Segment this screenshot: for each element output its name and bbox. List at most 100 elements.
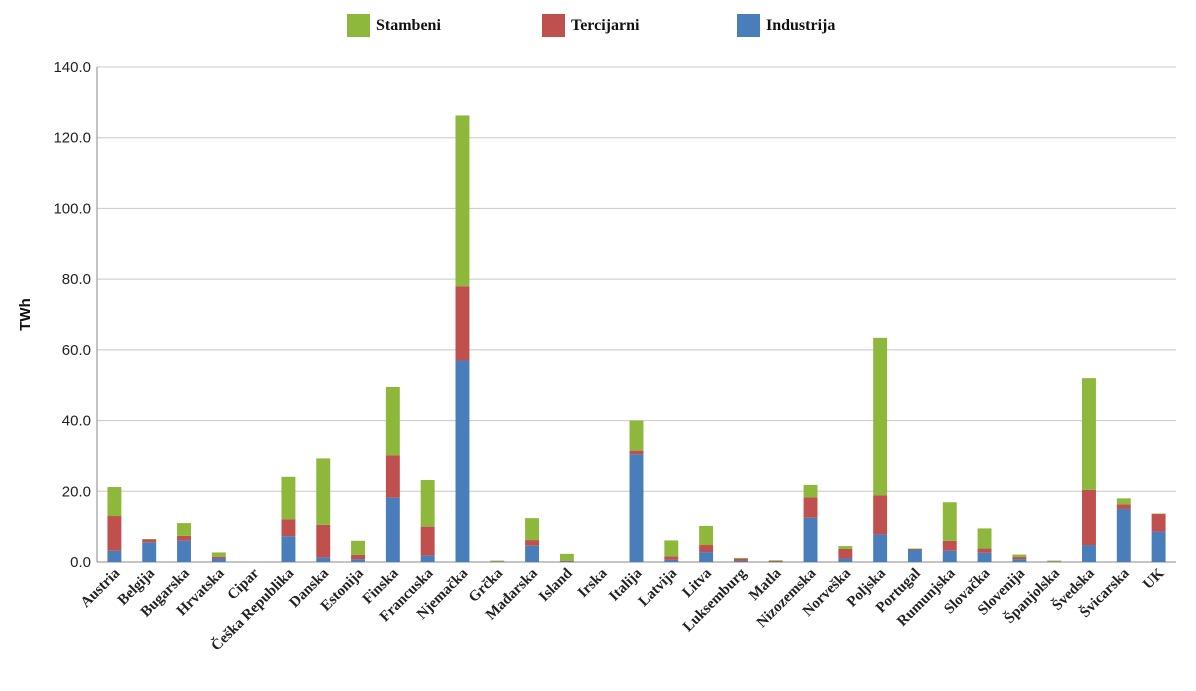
bar-segment-tercijarni [664,556,679,560]
legend-item-stambeni: Stambeni [347,14,441,37]
bar-segment-tercijarni [1116,504,1131,509]
y-tick-label: 80.0 [62,271,91,288]
bar-segment-tercijarni [907,548,922,550]
bar-segment-stambeni [907,548,922,550]
legend-swatch-tercijarni [542,14,565,37]
bar-segment-industrija [873,534,888,562]
x-tick-label: Island [536,565,576,605]
bar-segment-tercijarni [838,548,853,559]
bar-segment-stambeni [559,553,574,561]
legend-swatch-stambeni [347,14,370,37]
bar-segment-industrija [977,552,992,562]
bar-segment-industrija [699,552,714,562]
bar-segment-tercijarni [385,455,400,498]
bar-segment-tercijarni [211,556,226,559]
bar-segment-tercijarni [1151,513,1166,532]
bar-segment-stambeni [525,518,540,541]
bar-segment-tercijarni [1082,489,1096,546]
bar-segment-industrija [664,559,679,562]
bar-segment-stambeni [490,560,505,562]
bar-segment-tercijarni [942,540,957,551]
bar-segment-industrija [1116,508,1131,562]
bar-segment-stambeni [1151,513,1166,515]
bar-segment-industrija [351,559,366,562]
legend-item-industrija: Industrija [737,14,835,37]
bar-segment-industrija [142,542,157,562]
y-tick-label: 120.0 [53,130,91,147]
bar-segment-tercijarni [142,539,157,543]
bar-segment-tercijarni [1012,557,1027,560]
bar-segment-industrija [1047,561,1062,563]
bar-segment-industrija [420,555,435,562]
bar-segment-stambeni [211,552,226,557]
bar-segment-industrija [559,561,574,562]
bar-segment-industrija [281,536,296,562]
bar-segment-tercijarni [107,516,122,551]
bar-segment-industrija [733,560,748,562]
bar-segment-stambeni [142,539,157,540]
bar-segment-stambeni [1047,560,1062,562]
bar-segment-stambeni [420,479,435,527]
bar-segment-industrija [1151,531,1166,562]
y-tick-label: 100.0 [53,200,91,217]
legend-label-industrija: Industrija [766,16,836,34]
legend-swatch-industrija [737,14,760,37]
bar-segment-industrija [803,517,818,562]
bar-segment-stambeni [873,337,888,496]
bar-segment-tercijarni [873,495,888,535]
bar-segment-industrija [385,497,400,562]
bar-segment-stambeni [942,502,957,541]
y-axis-title: TWh [17,298,34,330]
y-tick-label: 60.0 [62,342,91,359]
bar-segment-tercijarni [1047,561,1062,562]
bar-segment-industrija [768,561,783,563]
bar-segment-stambeni [455,115,470,287]
bar-segment-industrija [316,557,331,562]
x-tick-label: Austria [78,565,124,611]
bar-segment-industrija [455,360,470,562]
bar-segment-industrija [1082,545,1096,562]
bar-segment-industrija [107,550,122,562]
bar-segment-stambeni [316,458,331,525]
x-tick-label: UK [1140,565,1167,592]
bar-segment-tercijarni [177,535,191,541]
bar-segment-industrija [177,540,191,562]
bar-segment-tercijarni [455,286,470,361]
bar-segment-stambeni [1082,378,1096,490]
bar-segment-industrija [211,558,226,562]
bar-segment-stambeni [1116,498,1131,505]
bar-segment-stambeni [803,484,818,498]
bar-segment-tercijarni [316,524,331,558]
bar-segment-tercijarni [733,558,748,561]
bar-segment-tercijarni [803,497,818,518]
bar-segment-stambeni [351,540,366,555]
bar-segment-stambeni [629,420,644,451]
legend-label-tercijarni: Tercijarni [571,16,640,34]
y-tick-label: 140.0 [53,59,91,76]
bar-segment-industrija [1012,559,1027,562]
bar-segment-stambeni [1012,554,1027,558]
chart-legend: Stambeni Tercijarni Industrija [0,14,1196,38]
bar-segment-stambeni [699,525,714,546]
legend-label-stambeni: Stambeni [376,16,441,34]
bar-segment-stambeni [768,560,783,561]
bar-segment-tercijarni [699,545,714,553]
bar-segment-tercijarni [977,548,992,553]
x-tick-label: Latvija [636,565,681,610]
bar-segment-tercijarni [629,450,644,455]
bar-segment-tercijarni [420,526,435,556]
bar-segment-stambeni [107,487,122,517]
y-tick-label: 20.0 [62,483,91,500]
bar-segment-industrija [838,558,853,562]
bar-segment-industrija [629,454,644,562]
y-tick-label: 40.0 [62,413,91,430]
bar-segment-tercijarni [559,560,574,562]
x-tick-label: Irska [575,565,611,601]
bar-segment-stambeni [385,386,400,456]
bar-segment-stambeni [664,540,679,557]
bar-segment-stambeni [838,546,853,549]
bar-segment-tercijarni [525,540,540,546]
legend-item-tercijarni: Tercijarni [542,14,639,37]
bar-segment-industrija [525,545,540,562]
